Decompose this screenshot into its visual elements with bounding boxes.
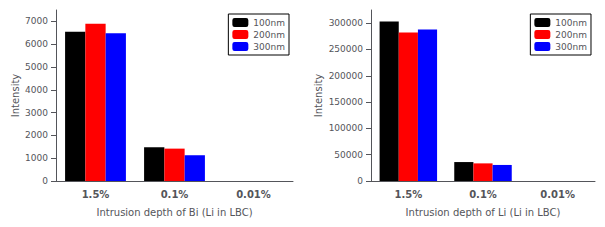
svg-text:300000: 300000 <box>329 18 364 28</box>
svg-text:50000: 50000 <box>334 150 363 160</box>
svg-text:200nm: 200nm <box>253 30 285 40</box>
svg-text:100nm: 100nm <box>555 18 587 28</box>
svg-text:200000: 200000 <box>329 71 364 81</box>
svg-text:Intensity: Intensity <box>10 74 21 118</box>
svg-text:Intrusion depth of Li (Li in L: Intrusion depth of Li (Li in LBC) <box>406 207 561 218</box>
svg-text:100000: 100000 <box>329 123 364 133</box>
svg-text:0: 0 <box>357 176 363 186</box>
svg-text:4000: 4000 <box>25 85 48 95</box>
svg-text:250000: 250000 <box>329 44 364 54</box>
svg-text:200nm: 200nm <box>555 30 587 40</box>
svg-text:6000: 6000 <box>25 39 48 49</box>
svg-text:100nm: 100nm <box>253 18 285 28</box>
svg-text:150000: 150000 <box>329 97 364 107</box>
svg-text:0: 0 <box>42 176 48 186</box>
svg-text:7000: 7000 <box>25 16 48 26</box>
svg-text:Intensity: Intensity <box>313 74 324 118</box>
svg-text:5000: 5000 <box>25 62 48 72</box>
svg-text:0.01%: 0.01% <box>540 189 575 200</box>
svg-text:0.1%: 0.1% <box>469 189 497 200</box>
svg-text:1000: 1000 <box>25 153 48 163</box>
svg-text:300nm: 300nm <box>253 42 285 52</box>
svg-text:Intrusion depth of Bi (Li in L: Intrusion depth of Bi (Li in LBC) <box>96 207 252 218</box>
svg-text:0.01%: 0.01% <box>236 189 271 200</box>
svg-text:1.5%: 1.5% <box>82 189 110 200</box>
svg-text:300nm: 300nm <box>555 42 587 52</box>
svg-text:2000: 2000 <box>25 130 48 140</box>
svg-text:1.5%: 1.5% <box>394 189 422 200</box>
svg-text:3000: 3000 <box>25 108 48 118</box>
svg-text:0.1%: 0.1% <box>161 189 189 200</box>
